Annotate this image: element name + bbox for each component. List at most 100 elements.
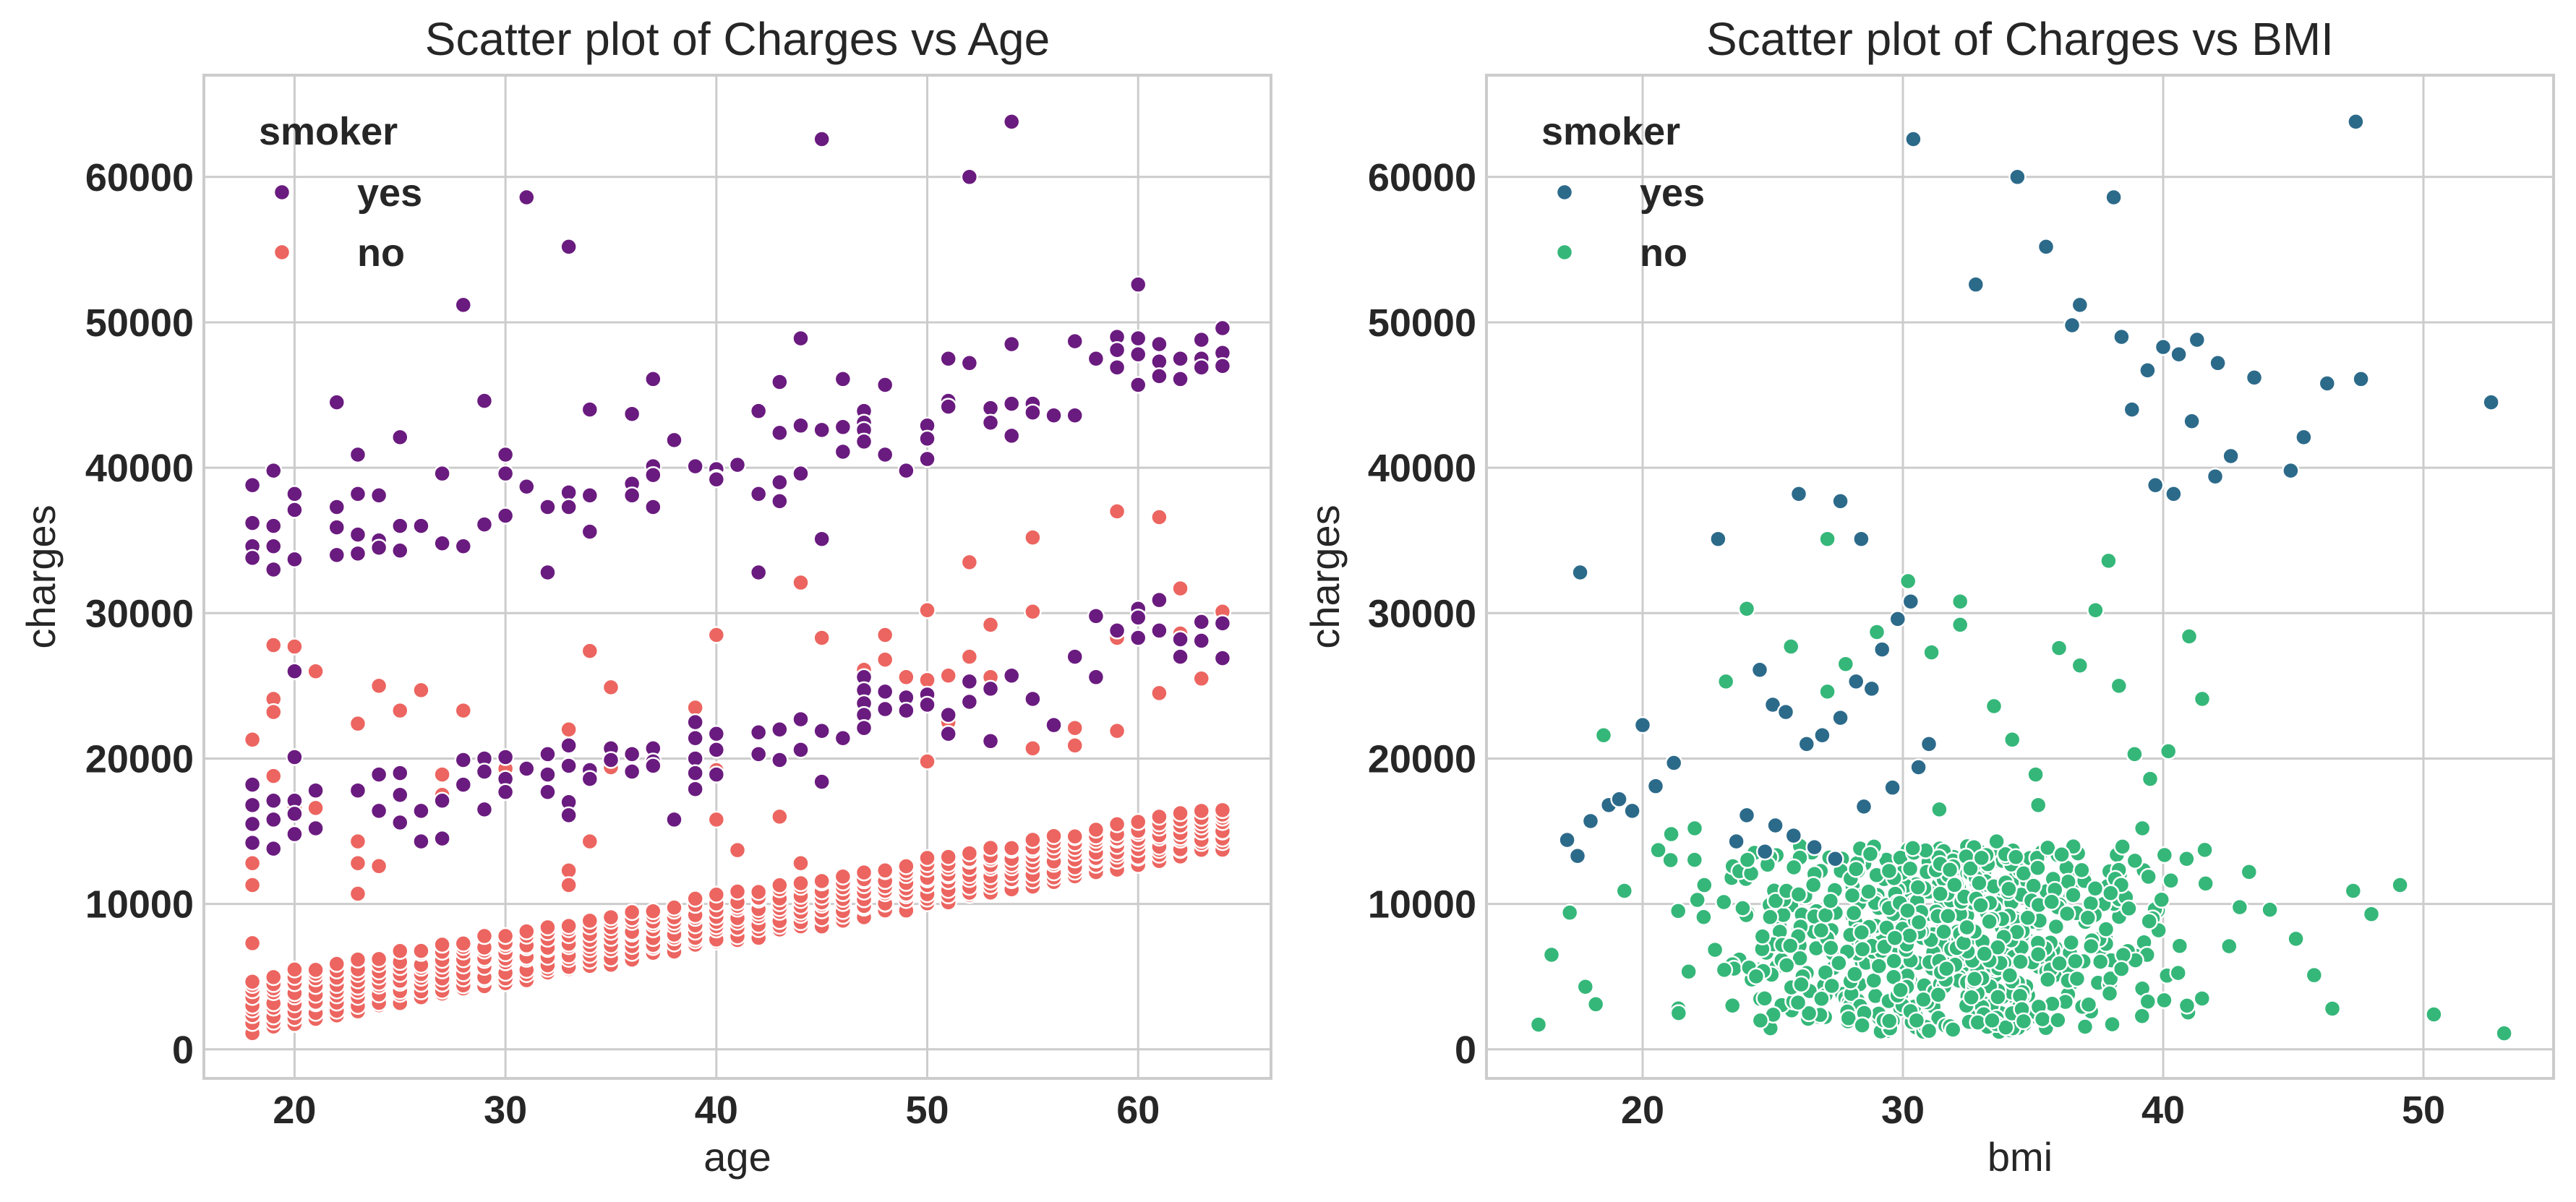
point-no-bmi	[1685, 819, 1704, 838]
legend-label-yes-age: yes	[357, 171, 422, 215]
point-no-bmi	[1821, 892, 1840, 910]
point-no-age	[348, 885, 367, 903]
point-no-age	[1129, 812, 1147, 831]
point-yes-age	[1129, 629, 1147, 647]
point-yes-age	[855, 432, 873, 451]
point-no-age	[939, 666, 957, 685]
point-no-bmi	[1907, 1011, 1926, 1030]
point-yes-age	[1192, 613, 1210, 631]
legend-label-no-age: no	[357, 231, 405, 275]
point-no-bmi	[2287, 930, 2305, 948]
point-no-age	[581, 911, 599, 930]
point-yes-age	[792, 710, 810, 729]
point-yes-age	[433, 464, 451, 483]
point-yes-age	[1087, 350, 1105, 368]
point-yes-age	[876, 376, 894, 394]
point-no-age	[243, 973, 262, 991]
point-no-age	[1213, 801, 1232, 820]
point-yes-age	[1192, 632, 1210, 650]
point-no-bmi	[2169, 963, 2187, 982]
point-no-age	[855, 863, 873, 882]
legend-marker-no-age	[273, 243, 291, 262]
point-no-bmi	[1649, 841, 1667, 859]
point-no-bmi	[1781, 937, 1800, 955]
point-yes-age	[918, 695, 936, 714]
x-tick-label-age: 60	[1116, 1089, 1160, 1132]
legend-label-no-bmi: no	[1640, 231, 1687, 275]
x-tick-label-bmi: 30	[1881, 1089, 1925, 1132]
point-yes-bmi	[1646, 777, 1665, 795]
point-no-age	[622, 903, 641, 922]
point-no-bmi	[2102, 884, 2120, 902]
point-yes-bmi	[2105, 188, 2123, 207]
point-no-bmi	[1688, 890, 1706, 909]
point-no-bmi	[1822, 939, 1840, 957]
point-yes-age	[496, 464, 515, 483]
point-no-bmi	[1586, 995, 1605, 1013]
point-yes-age	[622, 486, 641, 505]
point-yes-bmi	[1571, 563, 1589, 582]
point-no-bmi	[2042, 893, 2061, 911]
point-no-bmi	[1812, 921, 1831, 940]
point-no-bmi	[2079, 909, 2097, 927]
point-yes-bmi	[2352, 370, 2370, 388]
point-no-bmi	[2003, 731, 2021, 749]
point-yes-age	[581, 400, 599, 418]
point-yes-age	[622, 405, 641, 423]
point-yes-age	[1002, 395, 1021, 413]
point-no-bmi	[2193, 690, 2212, 708]
point-no-age	[686, 698, 704, 717]
point-no-bmi	[2170, 937, 2189, 955]
point-no-bmi	[2113, 838, 2131, 856]
point-no-bmi	[2133, 1007, 2152, 1026]
point-no-bmi	[2076, 1018, 2094, 1036]
point-no-bmi	[1542, 945, 1561, 964]
point-yes-age	[622, 745, 641, 763]
chart-age: 20 30 40 50 60 0 10000 20000 30000 40000 50000 600…	[18, 13, 1272, 1180]
point-no-bmi	[2141, 770, 2160, 788]
point-no-bmi	[1891, 981, 1909, 999]
point-no-bmi	[1751, 1011, 1770, 1030]
point-no-age	[412, 942, 430, 960]
point-no-bmi	[2029, 796, 2047, 815]
point-no-age	[391, 701, 409, 720]
point-yes-age	[496, 783, 515, 801]
point-yes-age	[307, 781, 325, 799]
point-no-age	[665, 898, 683, 916]
point-yes-age	[1002, 666, 1021, 685]
point-no-bmi	[2001, 966, 2019, 984]
point-yes-age	[834, 729, 852, 747]
point-no-age	[771, 807, 789, 826]
point-no-bmi	[1789, 885, 1808, 903]
point-yes-age	[412, 802, 430, 820]
point-no-age	[560, 720, 578, 739]
legend-bmi: smoker yes no	[1541, 110, 1705, 275]
point-no-bmi	[1715, 961, 1734, 979]
point-no-bmi	[2091, 953, 2110, 971]
point-yes-age	[771, 492, 789, 510]
point-no-bmi	[2000, 880, 2018, 898]
point-yes-age	[454, 296, 473, 314]
point-yes-age	[539, 783, 557, 801]
point-yes-bmi	[2318, 374, 2337, 392]
point-yes-age	[939, 350, 957, 368]
point-yes-bmi	[1558, 830, 1576, 849]
point-yes-age	[834, 418, 852, 437]
point-yes-bmi	[1568, 846, 1587, 865]
point-no-bmi	[1846, 965, 1864, 983]
point-yes-age	[644, 757, 662, 775]
point-no-bmi	[1839, 1009, 1858, 1027]
point-yes-age	[939, 725, 957, 743]
point-yes-bmi	[1623, 802, 1641, 820]
point-yes-bmi	[1826, 849, 1844, 868]
point-yes-age	[539, 745, 557, 763]
y-tick-label-bmi: 30000	[1368, 592, 1476, 635]
point-no-age	[369, 677, 388, 695]
point-yes-bmi	[1610, 790, 1628, 809]
point-yes-age	[897, 701, 915, 720]
point-no-age	[1087, 820, 1105, 839]
point-no-bmi	[1969, 1013, 1987, 1031]
point-no-bmi	[2152, 890, 2171, 909]
point-no-bmi	[2029, 945, 2047, 963]
